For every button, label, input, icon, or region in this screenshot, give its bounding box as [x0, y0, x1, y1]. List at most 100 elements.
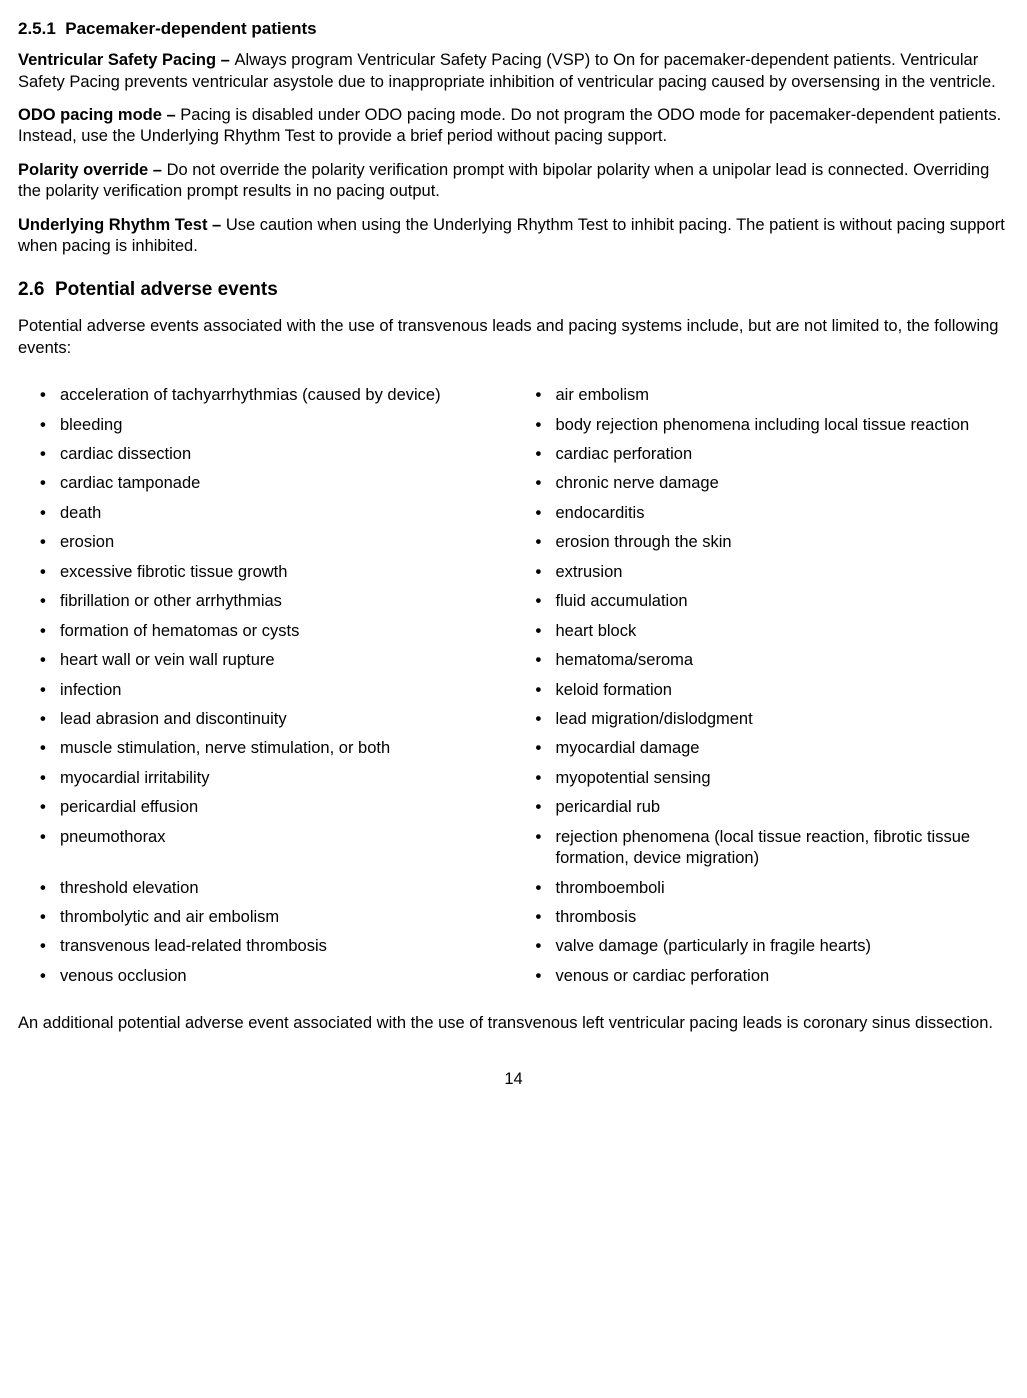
list-item-text: formation of hematomas or cysts: [60, 621, 500, 642]
list-item: •hematoma/seroma: [514, 650, 996, 671]
bullet-icon: •: [40, 415, 60, 436]
list-item-text: venous occlusion: [60, 966, 500, 987]
list-item: •valve damage (particularly in fragile h…: [514, 936, 996, 957]
adverse-event-cell: •cardiac dissection: [18, 444, 514, 465]
bullet-icon: •: [536, 936, 556, 957]
bullet-icon: •: [536, 385, 556, 406]
bullet-icon: •: [40, 738, 60, 759]
list-item: •fibrillation or other arrhythmias: [18, 591, 500, 612]
bullet-icon: •: [536, 738, 556, 759]
list-item-text: erosion: [60, 532, 500, 553]
page-number: 14: [18, 1069, 1009, 1090]
list-item-text: transvenous lead-related thrombosis: [60, 936, 500, 957]
list-item-text: fibrillation or other arrhythmias: [60, 591, 500, 612]
bullet-icon: •: [536, 768, 556, 789]
list-item-text: venous or cardiac perforation: [556, 966, 996, 987]
list-item: •pericardial effusion: [18, 797, 500, 818]
adverse-event-cell: •fluid accumulation: [514, 591, 1010, 612]
bullet-icon: •: [40, 503, 60, 524]
adverse-event-cell: •thromboemboli: [514, 878, 1010, 899]
adverse-event-row: •death •endocarditis: [18, 503, 1009, 524]
definition-paragraph: Underlying Rhythm Test – Use caution whe…: [18, 215, 1009, 258]
list-item-text: death: [60, 503, 500, 524]
list-item-text: chronic nerve damage: [556, 473, 996, 494]
bullet-icon: •: [40, 680, 60, 701]
adverse-event-cell: •pericardial effusion: [18, 797, 514, 818]
section-26-intro: Potential adverse events associated with…: [18, 316, 1009, 359]
list-item: •muscle stimulation, nerve stimulation, …: [18, 738, 500, 759]
adverse-event-row: •erosion•erosion through the skin: [18, 532, 1009, 553]
adverse-event-cell: •cardiac tamponade: [18, 473, 514, 494]
list-item: •formation of hematomas or cysts: [18, 621, 500, 642]
list-item-text: heart wall or vein wall rupture: [60, 650, 500, 671]
adverse-event-cell: •lead abrasion and discontinuity: [18, 709, 514, 730]
list-item-text: extrusion: [556, 562, 996, 583]
bullet-icon: •: [536, 650, 556, 671]
list-item: •thrombosis: [514, 907, 996, 928]
adverse-event-cell: •endocarditis: [514, 503, 1010, 524]
list-item-text: cardiac perforation: [556, 444, 996, 465]
list-item-text: cardiac dissection: [60, 444, 500, 465]
adverse-event-cell: •pneumothorax: [18, 827, 514, 870]
list-item-text: lead migration/dislodgment: [556, 709, 996, 730]
list-item: •erosion through the skin: [514, 532, 996, 553]
adverse-event-row: •thrombolytic and air embolism•thrombosi…: [18, 907, 1009, 928]
adverse-event-cell: •formation of hematomas or cysts: [18, 621, 514, 642]
list-item: •excessive fibrotic tissue growth: [18, 562, 500, 583]
bullet-icon: •: [536, 415, 556, 436]
bullet-icon: •: [536, 562, 556, 583]
bullet-icon: •: [40, 473, 60, 494]
list-item: •erosion: [18, 532, 500, 553]
list-item: •myopotential sensing: [514, 768, 996, 789]
adverse-event-cell: •myocardial irritability: [18, 768, 514, 789]
adverse-event-cell: •heart block: [514, 621, 1010, 642]
bullet-icon: •: [40, 709, 60, 730]
list-item-text: lead abrasion and discontinuity: [60, 709, 500, 730]
list-item-text: threshold elevation: [60, 878, 500, 899]
bullet-icon: •: [40, 936, 60, 957]
adverse-event-row: •muscle stimulation, nerve stimulation, …: [18, 738, 1009, 759]
list-item-text: myocardial damage: [556, 738, 996, 759]
list-item-text: excessive fibrotic tissue growth: [60, 562, 500, 583]
adverse-event-cell: •myopotential sensing: [514, 768, 1010, 789]
adverse-event-cell: •fibrillation or other arrhythmias: [18, 591, 514, 612]
list-item-text: endocarditis: [556, 503, 996, 524]
bullet-icon: •: [40, 966, 60, 987]
list-item-text: erosion through the skin: [556, 532, 996, 553]
section-26-number: 2.6: [18, 279, 44, 300]
list-item-text: valve damage (particularly in fragile he…: [556, 936, 996, 957]
adverse-event-cell: •chronic nerve damage: [514, 473, 1010, 494]
adverse-event-cell: •valve damage (particularly in fragile h…: [514, 936, 1010, 957]
adverse-event-row: •formation of hematomas or cysts•heart b…: [18, 621, 1009, 642]
paragraph-lead: Ventricular Safety Pacing –: [18, 51, 234, 69]
list-item: •heart wall or vein wall rupture: [18, 650, 500, 671]
adverse-events-list: •acceleration of tachyarrhythmias (cause…: [18, 377, 1009, 995]
list-item-text: infection: [60, 680, 500, 701]
list-item-text: air embolism: [556, 385, 996, 406]
bullet-icon: •: [536, 709, 556, 730]
adverse-event-cell: •extrusion: [514, 562, 1010, 583]
list-item-text: thrombolytic and air embolism: [60, 907, 500, 928]
list-item: •venous occlusion: [18, 966, 500, 987]
list-item-text: muscle stimulation, nerve stimulation, o…: [60, 738, 500, 759]
adverse-event-cell: •thrombosis: [514, 907, 1010, 928]
list-item: •bleeding: [18, 415, 500, 436]
bullet-icon: •: [40, 650, 60, 671]
adverse-event-cell: •muscle stimulation, nerve stimulation, …: [18, 738, 514, 759]
section-251-heading: 2.5.1 Pacemaker-dependent patients: [18, 18, 1009, 40]
adverse-event-row: •myocardial irritability•myopotential se…: [18, 768, 1009, 789]
adverse-event-cell: •venous occlusion: [18, 966, 514, 987]
bullet-icon: •: [40, 562, 60, 583]
bullet-icon: •: [536, 907, 556, 928]
adverse-event-cell: •pericardial rub: [514, 797, 1010, 818]
bullet-icon: •: [536, 621, 556, 642]
list-item: •thrombolytic and air embolism: [18, 907, 500, 928]
list-item-text: body rejection phenomena including local…: [556, 415, 996, 436]
list-item-text: heart block: [556, 621, 996, 642]
section-251-number: 2.5.1: [18, 19, 56, 38]
bullet-icon: •: [40, 532, 60, 553]
adverse-event-row: •threshold elevation•thromboemboli: [18, 878, 1009, 899]
list-item-text: pericardial rub: [556, 797, 996, 818]
bullet-icon: •: [536, 591, 556, 612]
adverse-event-cell: •acceleration of tachyarrhythmias (cause…: [18, 385, 514, 406]
